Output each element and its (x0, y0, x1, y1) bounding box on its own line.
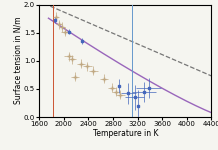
Y-axis label: Surface tension in N/m: Surface tension in N/m (14, 17, 22, 105)
X-axis label: Temperature in K: Temperature in K (93, 129, 158, 138)
